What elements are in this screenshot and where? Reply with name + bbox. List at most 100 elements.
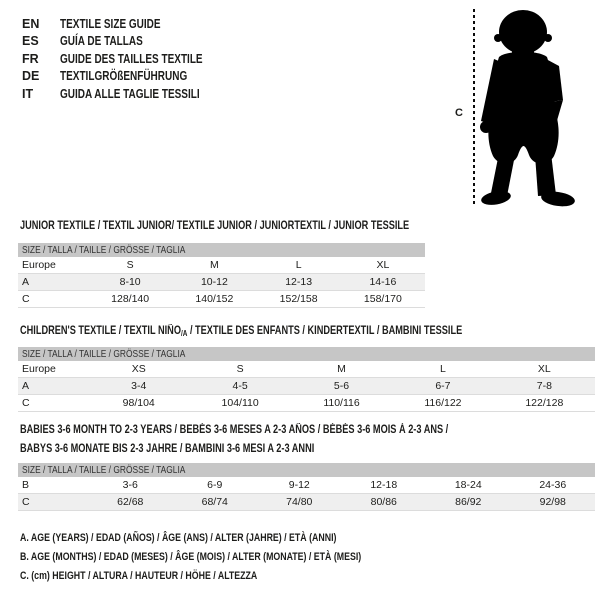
height-measure-label: C bbox=[455, 107, 463, 119]
children-table: SIZE / TALLA / TAILLE / GRÖSSE / TAGLIA … bbox=[18, 347, 595, 412]
children-height-row: C 98/104 104/110 110/116 116/122 122/128 bbox=[18, 395, 595, 412]
language-list: EN TEXTILE SIZE GUIDE ES GUÍA DE TALLAS … bbox=[22, 15, 238, 103]
age-cell: 14-16 bbox=[369, 276, 397, 288]
row-label-c: C bbox=[22, 397, 30, 409]
size-cell: M bbox=[337, 363, 346, 375]
junior-table-title-text: JUNIOR TEXTILE / TEXTIL JUNIOR/ TEXTILE … bbox=[20, 220, 410, 232]
row-label-a: A bbox=[22, 276, 30, 288]
size-cell: L bbox=[295, 259, 302, 271]
row-label-a: A bbox=[22, 380, 30, 392]
height-cell: 140/152 bbox=[195, 293, 234, 305]
language-title: GUÍA DE TALLAS bbox=[60, 34, 143, 49]
babies-height-row: C 62/68 68/74 74/80 80/86 86/92 92/98 bbox=[18, 494, 595, 511]
children-title-post: / TEXTILE DES ENFANTS / KINDERTEXTIL / B… bbox=[187, 325, 463, 337]
children-sizes-row: Europe XS S M L XL bbox=[18, 361, 595, 378]
language-row-it: IT GUIDA ALLE TAGLIE TESSILI bbox=[22, 85, 238, 103]
size-cell: XS bbox=[131, 363, 146, 375]
months-cell: 6-9 bbox=[207, 479, 223, 491]
row-label-c: C bbox=[22, 293, 30, 305]
height-cell: 62/68 bbox=[117, 496, 144, 508]
footnote-height-cm: C. (cm) HEIGHT / ALTURA / HAUTEUR / HÖHE… bbox=[20, 570, 447, 589]
age-cell: 3-4 bbox=[131, 380, 147, 392]
months-cell: 9-12 bbox=[288, 479, 310, 491]
height-cell: 104/110 bbox=[221, 397, 259, 409]
children-table-title-text: CHILDREN'S TEXTILE / TEXTIL NIÑO/A / TEX… bbox=[20, 325, 462, 338]
legend-footnotes: A. AGE (YEARS) / EDAD (AÑOS) / ÂGE (ANS)… bbox=[20, 532, 447, 589]
language-code: FR bbox=[22, 51, 39, 66]
language-code: EN bbox=[22, 16, 40, 31]
months-cell: 12-18 bbox=[370, 479, 398, 491]
age-cell: 4-5 bbox=[232, 380, 248, 392]
baby-silhouette-shapes bbox=[480, 10, 575, 207]
size-header-text: SIZE / TALLA / TAILLE / GRÖSSE / TAGLIA bbox=[22, 464, 186, 476]
junior-table: SIZE / TALLA / TAILLE / GRÖSSE / TAGLIA … bbox=[18, 243, 425, 308]
children-title-subscript: /A bbox=[180, 329, 188, 338]
footnote-text: C. (cm) HEIGHT / ALTURA / HAUTEUR / HÖHE… bbox=[20, 570, 258, 582]
babies-title-line2: BABYS 3-6 MONATE BIS 2-3 JAHRE / BAMBINI… bbox=[20, 443, 315, 455]
children-size-header-bar: SIZE / TALLA / TAILLE / GRÖSSE / TAGLIA bbox=[18, 347, 595, 361]
size-cell: L bbox=[440, 363, 446, 375]
size-header-text: SIZE / TALLA / TAILLE / GRÖSSE / TAGLIA bbox=[22, 244, 186, 256]
age-cell: 10-12 bbox=[200, 276, 228, 288]
months-cell: 24-36 bbox=[539, 479, 567, 491]
babies-table: SIZE / TALLA / TAILLE / GRÖSSE / TAGLIA … bbox=[18, 463, 595, 511]
children-table-title: CHILDREN'S TEXTILE / TEXTIL NIÑO/A / TEX… bbox=[20, 321, 573, 339]
age-cell: 6-7 bbox=[435, 380, 451, 392]
footnote-text: B. AGE (MONTHS) / EDAD (MESES) / ÂGE (MO… bbox=[20, 551, 362, 563]
language-code: ES bbox=[22, 34, 39, 49]
language-title: TEXTILE SIZE GUIDE bbox=[60, 16, 161, 31]
size-cell: S bbox=[236, 363, 244, 375]
language-row-de: DE TEXTILGRÖßENFÜHRUNG bbox=[22, 68, 238, 86]
language-code: DE bbox=[22, 69, 40, 84]
height-cell: 116/122 bbox=[424, 397, 462, 409]
row-label-europe: Europe bbox=[22, 259, 56, 271]
row-label-b: B bbox=[22, 479, 30, 491]
row-label-europe: Europe bbox=[22, 363, 56, 375]
language-title: TEXTILGRÖßENFÜHRUNG bbox=[60, 69, 188, 84]
size-cell: M bbox=[210, 259, 219, 271]
children-age-row: A 3-4 4-5 5-6 6-7 7-8 bbox=[18, 378, 595, 395]
size-header-text: SIZE / TALLA / TAILLE / GRÖSSE / TAGLIA bbox=[22, 348, 186, 360]
height-cell: 158/170 bbox=[363, 293, 402, 305]
height-cell: 86/92 bbox=[455, 496, 482, 508]
junior-height-row: C 128/140 140/152 152/158 158/170 bbox=[18, 291, 425, 308]
size-cell: S bbox=[126, 259, 134, 271]
baby-silhouette-icon bbox=[480, 10, 575, 207]
height-measure-dashed-line bbox=[473, 9, 475, 205]
age-cell: 5-6 bbox=[333, 380, 350, 392]
footnote-age-years: A. AGE (YEARS) / EDAD (AÑOS) / ÂGE (ANS)… bbox=[20, 532, 447, 551]
size-cell: XL bbox=[376, 259, 390, 271]
children-title-pre: CHILDREN'S TEXTILE / TEXTIL NIÑO bbox=[20, 325, 181, 337]
age-cell: 7-8 bbox=[536, 380, 552, 392]
height-cell: 92/98 bbox=[539, 496, 566, 508]
babies-size-header-bar: SIZE / TALLA / TAILLE / GRÖSSE / TAGLIA bbox=[18, 463, 595, 477]
language-row-fr: FR GUIDE DES TAILLES TEXTILE bbox=[22, 50, 238, 68]
language-title: GUIDA ALLE TAGLIE TESSILI bbox=[60, 86, 200, 101]
language-row-es: ES GUÍA DE TALLAS bbox=[22, 33, 238, 51]
age-cell: 8-10 bbox=[119, 276, 141, 288]
height-cell: 152/158 bbox=[279, 293, 318, 305]
babies-table-title: BABIES 3-6 MONTH TO 2-3 YEARS / BEBÉS 3-… bbox=[20, 420, 555, 458]
age-cell: 12-13 bbox=[285, 276, 313, 288]
babies-title-line1: BABIES 3-6 MONTH TO 2-3 YEARS / BEBÉS 3-… bbox=[20, 424, 449, 436]
height-cell: 110/116 bbox=[323, 397, 360, 409]
language-title: GUIDE DES TAILLES TEXTILE bbox=[60, 51, 203, 66]
junior-table-title: JUNIOR TEXTILE / TEXTIL JUNIOR/ TEXTILE … bbox=[20, 216, 506, 234]
language-row-en: EN TEXTILE SIZE GUIDE bbox=[22, 15, 238, 33]
junior-size-header-bar: SIZE / TALLA / TAILLE / GRÖSSE / TAGLIA bbox=[18, 243, 425, 257]
language-code: IT bbox=[22, 86, 34, 101]
height-cell: 98/104 bbox=[122, 397, 155, 409]
row-label-c: C bbox=[22, 496, 30, 508]
height-cell: 68/74 bbox=[201, 496, 228, 508]
footnote-text: A. AGE (YEARS) / EDAD (AÑOS) / ÂGE (ANS)… bbox=[20, 532, 337, 544]
height-cell: 80/86 bbox=[370, 496, 397, 508]
babies-months-row: B 3-6 6-9 9-12 12-18 18-24 24-36 bbox=[18, 477, 595, 494]
junior-sizes-row: Europe S M L XL bbox=[18, 257, 425, 274]
months-cell: 3-6 bbox=[122, 479, 138, 491]
height-cell: 74/80 bbox=[286, 496, 313, 508]
months-cell: 18-24 bbox=[454, 479, 482, 491]
height-cell: 128/140 bbox=[111, 293, 150, 305]
junior-age-row: A 8-10 10-12 12-13 14-16 bbox=[18, 274, 425, 291]
footnote-age-months: B. AGE (MONTHS) / EDAD (MESES) / ÂGE (MO… bbox=[20, 551, 447, 570]
